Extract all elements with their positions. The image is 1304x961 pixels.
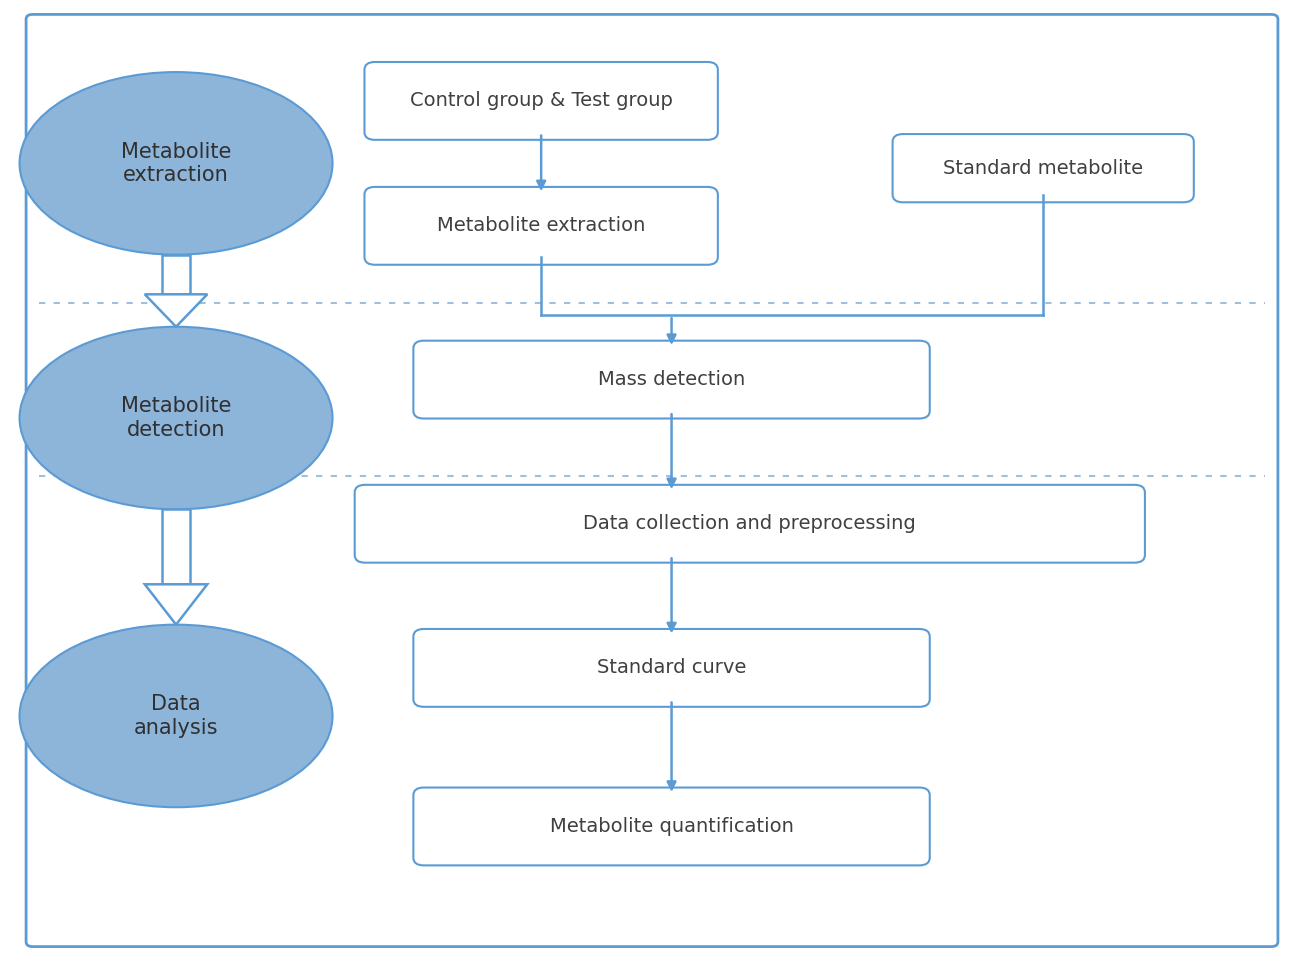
Text: Standard curve: Standard curve (597, 658, 746, 678)
FancyBboxPatch shape (364, 186, 717, 264)
Text: Data collection and preprocessing: Data collection and preprocessing (583, 514, 917, 533)
FancyBboxPatch shape (26, 14, 1278, 947)
FancyBboxPatch shape (413, 788, 930, 865)
FancyBboxPatch shape (892, 134, 1193, 203)
Bar (162, 509, 190, 584)
Text: Metabolite
extraction: Metabolite extraction (121, 142, 231, 185)
Ellipse shape (20, 72, 333, 255)
Text: Metabolite quantification: Metabolite quantification (549, 817, 794, 836)
Text: Standard metabolite: Standard metabolite (943, 159, 1144, 178)
Ellipse shape (20, 625, 333, 807)
Text: Data
analysis: Data analysis (134, 695, 218, 737)
Text: Control group & Test group: Control group & Test group (409, 91, 673, 111)
Text: Metabolite extraction: Metabolite extraction (437, 216, 645, 235)
Text: Mass detection: Mass detection (599, 370, 745, 389)
FancyBboxPatch shape (413, 341, 930, 418)
Polygon shape (145, 294, 207, 327)
Text: Metabolite
detection: Metabolite detection (121, 397, 231, 439)
Polygon shape (145, 584, 207, 625)
Ellipse shape (20, 327, 333, 509)
Bar (162, 255, 190, 294)
FancyBboxPatch shape (413, 629, 930, 707)
FancyBboxPatch shape (364, 62, 717, 139)
FancyBboxPatch shape (355, 484, 1145, 562)
